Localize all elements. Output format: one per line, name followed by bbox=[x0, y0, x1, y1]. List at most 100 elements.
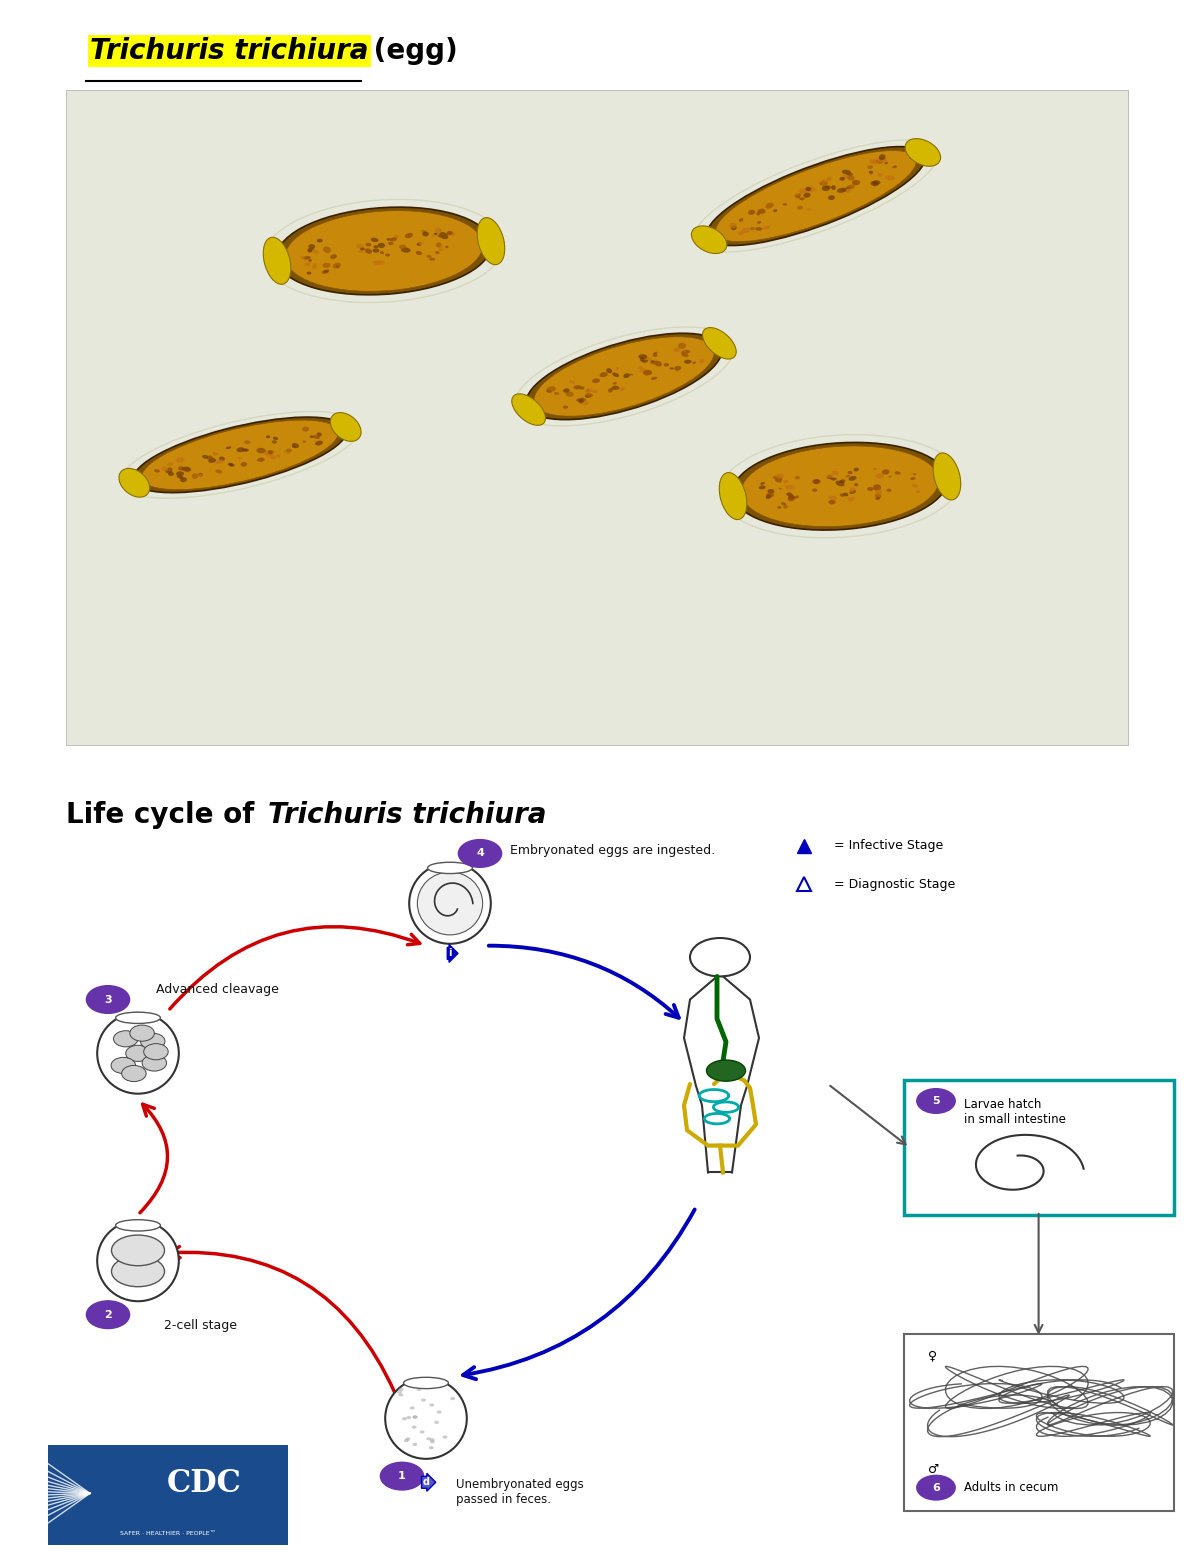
Ellipse shape bbox=[242, 449, 247, 452]
Ellipse shape bbox=[97, 1013, 179, 1093]
Text: 1: 1 bbox=[398, 1471, 406, 1482]
Ellipse shape bbox=[154, 469, 160, 472]
Ellipse shape bbox=[307, 248, 312, 252]
Ellipse shape bbox=[403, 1378, 449, 1388]
Ellipse shape bbox=[397, 1390, 402, 1393]
Ellipse shape bbox=[650, 377, 658, 380]
Ellipse shape bbox=[784, 505, 788, 508]
Ellipse shape bbox=[877, 174, 883, 177]
Ellipse shape bbox=[794, 495, 799, 499]
Ellipse shape bbox=[302, 256, 311, 259]
Ellipse shape bbox=[839, 177, 845, 180]
Ellipse shape bbox=[785, 485, 794, 489]
Ellipse shape bbox=[271, 439, 277, 444]
Ellipse shape bbox=[198, 472, 203, 477]
Ellipse shape bbox=[878, 154, 886, 160]
Ellipse shape bbox=[445, 245, 449, 248]
Ellipse shape bbox=[534, 337, 714, 416]
Ellipse shape bbox=[428, 1446, 433, 1449]
Ellipse shape bbox=[841, 169, 851, 174]
Ellipse shape bbox=[830, 478, 835, 480]
Text: (egg): (egg) bbox=[364, 37, 457, 65]
Ellipse shape bbox=[385, 1378, 467, 1458]
Ellipse shape bbox=[876, 474, 884, 478]
Ellipse shape bbox=[406, 1437, 410, 1441]
Ellipse shape bbox=[640, 357, 644, 362]
Ellipse shape bbox=[563, 388, 570, 393]
Ellipse shape bbox=[421, 230, 426, 233]
Ellipse shape bbox=[882, 469, 889, 475]
Ellipse shape bbox=[238, 457, 242, 460]
Ellipse shape bbox=[838, 188, 846, 193]
Ellipse shape bbox=[799, 197, 805, 200]
Ellipse shape bbox=[401, 247, 410, 253]
Ellipse shape bbox=[144, 1044, 168, 1059]
Text: Life cycle of: Life cycle of bbox=[66, 801, 264, 829]
Ellipse shape bbox=[678, 343, 686, 349]
Ellipse shape bbox=[840, 494, 845, 497]
Ellipse shape bbox=[330, 413, 361, 441]
Ellipse shape bbox=[593, 390, 598, 393]
Text: Unembryonated eggs
passed in feces.: Unembryonated eggs passed in feces. bbox=[456, 1478, 583, 1506]
Ellipse shape bbox=[600, 373, 607, 377]
Ellipse shape bbox=[869, 171, 874, 174]
Ellipse shape bbox=[114, 1031, 138, 1047]
Ellipse shape bbox=[426, 1437, 431, 1441]
Ellipse shape bbox=[768, 489, 774, 494]
Ellipse shape bbox=[606, 368, 612, 373]
Ellipse shape bbox=[307, 248, 312, 253]
Ellipse shape bbox=[756, 213, 760, 216]
Ellipse shape bbox=[742, 446, 938, 526]
Ellipse shape bbox=[846, 172, 851, 175]
Ellipse shape bbox=[389, 238, 397, 241]
Ellipse shape bbox=[119, 469, 150, 497]
Ellipse shape bbox=[840, 480, 845, 483]
Ellipse shape bbox=[386, 238, 390, 241]
Ellipse shape bbox=[446, 231, 455, 236]
Ellipse shape bbox=[546, 390, 552, 393]
Ellipse shape bbox=[398, 1388, 403, 1391]
Ellipse shape bbox=[426, 255, 432, 258]
Ellipse shape bbox=[822, 186, 830, 191]
Ellipse shape bbox=[827, 475, 832, 478]
Text: 5: 5 bbox=[932, 1096, 940, 1106]
Ellipse shape bbox=[376, 261, 385, 266]
Ellipse shape bbox=[438, 235, 443, 238]
Ellipse shape bbox=[773, 210, 778, 213]
Ellipse shape bbox=[877, 157, 886, 162]
Ellipse shape bbox=[216, 469, 222, 474]
Ellipse shape bbox=[828, 500, 835, 505]
Ellipse shape bbox=[894, 471, 901, 475]
Circle shape bbox=[86, 1301, 130, 1328]
Ellipse shape bbox=[272, 436, 278, 439]
Ellipse shape bbox=[674, 368, 679, 371]
Ellipse shape bbox=[835, 480, 845, 486]
Ellipse shape bbox=[228, 463, 233, 466]
Ellipse shape bbox=[848, 475, 857, 481]
Ellipse shape bbox=[409, 863, 491, 944]
Ellipse shape bbox=[830, 495, 838, 500]
Ellipse shape bbox=[707, 1061, 745, 1081]
Ellipse shape bbox=[850, 491, 856, 494]
Ellipse shape bbox=[893, 166, 898, 168]
Ellipse shape bbox=[814, 480, 820, 483]
Ellipse shape bbox=[888, 475, 892, 478]
Ellipse shape bbox=[884, 162, 888, 165]
Ellipse shape bbox=[312, 262, 317, 269]
Ellipse shape bbox=[715, 151, 917, 242]
Ellipse shape bbox=[241, 463, 247, 466]
Ellipse shape bbox=[443, 1435, 448, 1438]
Ellipse shape bbox=[912, 485, 918, 488]
Ellipse shape bbox=[812, 489, 817, 492]
Ellipse shape bbox=[702, 328, 737, 359]
Ellipse shape bbox=[654, 351, 658, 354]
Circle shape bbox=[690, 938, 750, 977]
Ellipse shape bbox=[404, 1440, 409, 1443]
Ellipse shape bbox=[228, 463, 233, 466]
Ellipse shape bbox=[750, 227, 755, 230]
Ellipse shape bbox=[881, 160, 888, 163]
Ellipse shape bbox=[276, 453, 281, 458]
Ellipse shape bbox=[266, 435, 270, 438]
Ellipse shape bbox=[176, 457, 185, 463]
Ellipse shape bbox=[842, 492, 848, 497]
